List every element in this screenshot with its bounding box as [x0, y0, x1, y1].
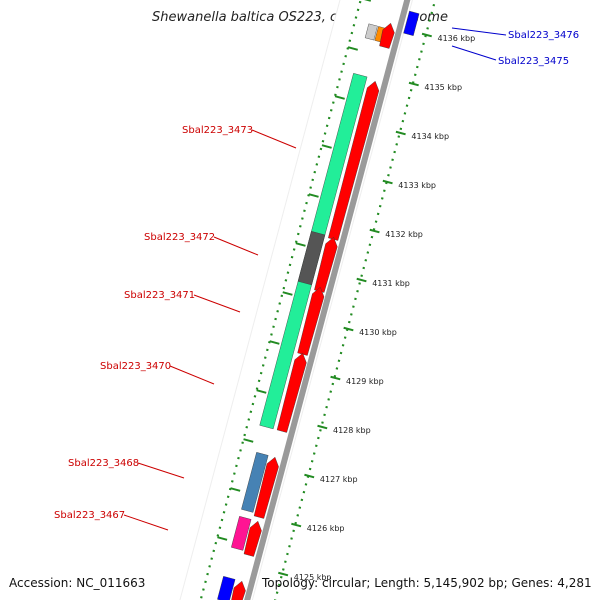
scale-tick-label: 4130 kbp — [359, 328, 397, 337]
scale-tick-inner-10 — [230, 487, 241, 492]
gene-leader-line — [169, 365, 215, 385]
scale-tick-7 — [330, 375, 341, 381]
cds-arrow-red-5 — [243, 520, 262, 557]
cds-arrow-red-4 — [253, 456, 279, 519]
cds-arrow-red-1 — [314, 236, 338, 293]
scale-tick-label: 4132 kbp — [385, 230, 423, 239]
scale-tick-9 — [304, 473, 315, 479]
gene-block-3468 — [241, 452, 269, 513]
scale-tick-inner-5 — [295, 242, 306, 247]
cds-arrow-red-6 — [231, 580, 246, 600]
gene-label: Sbal223_3476 — [508, 30, 579, 41]
scale-tick-4 — [369, 228, 380, 234]
gene-label: Sbal223_3468 — [68, 458, 139, 469]
cds-arrow-red-2 — [297, 286, 325, 356]
gene-label: Sbal223_3467 — [54, 510, 125, 521]
gene-label: Sbal223_3472 — [144, 232, 215, 243]
scale-tick-label: 4129 kbp — [346, 377, 384, 386]
gene-label: Sbal223_3471 — [124, 290, 195, 301]
scale-tick-label: 4131 kbp — [372, 279, 410, 288]
cds-arrow-blue-top — [403, 10, 420, 36]
scale-tick-inner-7 — [269, 340, 280, 345]
gene-leader-line — [451, 27, 507, 36]
gene-leader-line — [193, 294, 241, 313]
scale-tick-10 — [291, 522, 302, 528]
gene-block-gray-top — [364, 23, 378, 41]
scale-tick-8 — [317, 424, 328, 430]
scale-tick-label: 4126 kbp — [307, 524, 345, 533]
scale-tick-inner-6 — [282, 291, 293, 296]
scale-tick-label: 4128 kbp — [333, 426, 371, 435]
scale-tick-2 — [395, 130, 406, 136]
accession-text: Accession: NC_011663 — [9, 576, 146, 590]
topology-summary: Topology: circular; Length: 5,145,902 bp… — [262, 576, 592, 590]
scale-tick-label: 4136 kbp — [438, 34, 476, 43]
scale-tick-11 — [278, 571, 289, 577]
scale-tick-inner-9 — [243, 438, 254, 443]
scale-tick-5 — [356, 277, 367, 283]
gene-label: Sbal223_3475 — [498, 56, 569, 67]
scale-tick-inner-2 — [334, 95, 345, 100]
scale-tick-inner-11 — [217, 536, 228, 541]
gene-label: Sbal223_3470 — [100, 361, 171, 372]
scale-tick-label: 4135 kbp — [424, 83, 462, 92]
gene-leader-line — [251, 129, 297, 149]
scale-tick-label: 4127 kbp — [320, 475, 358, 484]
scale-tick-label: 4134 kbp — [411, 132, 449, 141]
scale-tick-inner-3 — [321, 144, 332, 149]
scale-tick-label: 4133 kbp — [398, 181, 436, 190]
scale-tick-3 — [382, 179, 393, 185]
backbone — [244, 0, 411, 600]
scale-tick-inner-4 — [308, 193, 319, 198]
gene-leader-line — [137, 462, 185, 479]
gene-label: Sbal223_3473 — [182, 125, 253, 136]
scale-tick-inner-0 — [363, 0, 372, 2]
gene-block-3467 — [231, 516, 252, 551]
cds-arrow-red-7 — [379, 22, 395, 49]
scale-tick-1 — [408, 81, 419, 87]
gene-leader-line — [213, 236, 259, 256]
gene-leader-line — [451, 45, 497, 61]
scale-tick-inner-8 — [256, 389, 267, 394]
gene-block-3472 — [297, 231, 326, 286]
gene-block-bottom-blue — [217, 576, 236, 600]
scale-tick-inner-1 — [347, 46, 359, 51]
cds-arrow-red-3 — [276, 352, 307, 433]
scale-tick-label: 4125 kbp — [294, 573, 332, 582]
scale-tick-0 — [421, 32, 432, 38]
scale-tick-6 — [343, 326, 354, 332]
cds-arrow-red-0 — [328, 80, 380, 241]
gene-leader-line — [123, 514, 169, 531]
